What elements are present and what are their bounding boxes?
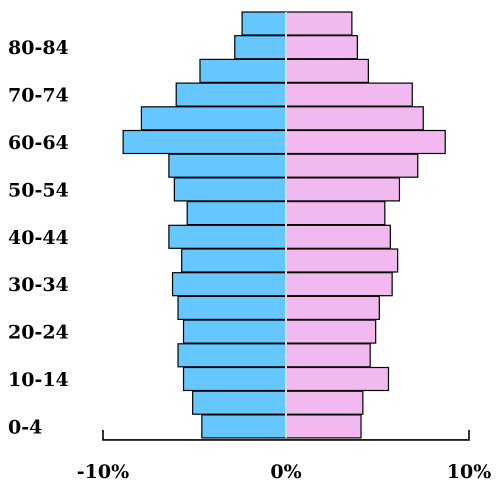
bar-left-10-14 — [182, 366, 287, 392]
bar-left-30-34 — [171, 272, 287, 297]
bar-right-20-24 — [285, 319, 377, 344]
bar-left-40-44 — [168, 224, 287, 249]
left-series-bars — [122, 11, 287, 439]
bar-right-25-29 — [285, 295, 380, 320]
bar-right-85+ — [285, 11, 353, 36]
bar-right-80-84 — [285, 35, 358, 60]
bar-right-30-34 — [285, 272, 393, 297]
bar-left-70-74 — [175, 82, 287, 107]
bar-left-60-64 — [122, 129, 287, 155]
x-tick-label-2: 10% — [447, 461, 492, 483]
bar-right-15-19 — [285, 343, 371, 368]
right-series-bars — [285, 11, 446, 439]
bar-right-75-79 — [285, 58, 369, 84]
y-tick-label-20-24: 20-24 — [8, 322, 69, 344]
bar-left-15-19 — [177, 343, 287, 368]
bar-right-65-69 — [285, 106, 424, 131]
x-tick-label-1: 0% — [270, 461, 301, 483]
bar-right-55-59 — [285, 153, 419, 178]
y-tick-label-10-14: 10-14 — [8, 369, 69, 391]
y-tick-label-40-44: 40-44 — [8, 227, 69, 249]
bar-left-50-54 — [173, 177, 287, 202]
bar-left-55-59 — [168, 153, 287, 178]
y-tick-label-60-64: 60-64 — [8, 132, 69, 154]
bar-left-0-4 — [201, 414, 287, 439]
bar-left-20-24 — [182, 319, 287, 344]
bar-left-5-9 — [192, 390, 287, 415]
bar-left-85+ — [241, 11, 287, 36]
y-tick-label-70-74: 70-74 — [8, 85, 69, 107]
bar-right-5-9 — [285, 390, 364, 415]
bar-left-65-69 — [140, 106, 287, 131]
x-tick-label-0: -10% — [77, 461, 129, 483]
bar-left-75-79 — [199, 58, 287, 84]
y-tick-label-0-4: 0-4 — [8, 416, 42, 438]
x-axis-line — [102, 429, 470, 441]
y-tick-label-50-54: 50-54 — [8, 179, 69, 201]
bar-right-70-74 — [285, 82, 413, 107]
bar-left-45-49 — [186, 201, 287, 226]
bar-right-60-64 — [285, 129, 446, 155]
bar-right-35-39 — [285, 248, 399, 273]
bar-right-40-44 — [285, 224, 391, 249]
y-tick-label-30-34: 30-34 — [8, 274, 69, 296]
bar-right-10-14 — [285, 366, 390, 392]
y-axis-tick-labels: 0-4 10-14 20-24 30-34 40-44 50-54 60-64 70-74 80… — [8, 37, 69, 438]
bar-left-80-84 — [234, 35, 287, 60]
bar-right-50-54 — [285, 177, 401, 202]
y-tick-label-80-84: 80-84 — [8, 37, 69, 59]
x-axis-tick-labels: -10% 0% 10% — [77, 461, 491, 483]
bar-right-0-4 — [285, 414, 362, 439]
bar-left-35-39 — [181, 248, 287, 273]
bar-left-25-29 — [177, 295, 287, 320]
bar-right-45-49 — [285, 201, 386, 226]
